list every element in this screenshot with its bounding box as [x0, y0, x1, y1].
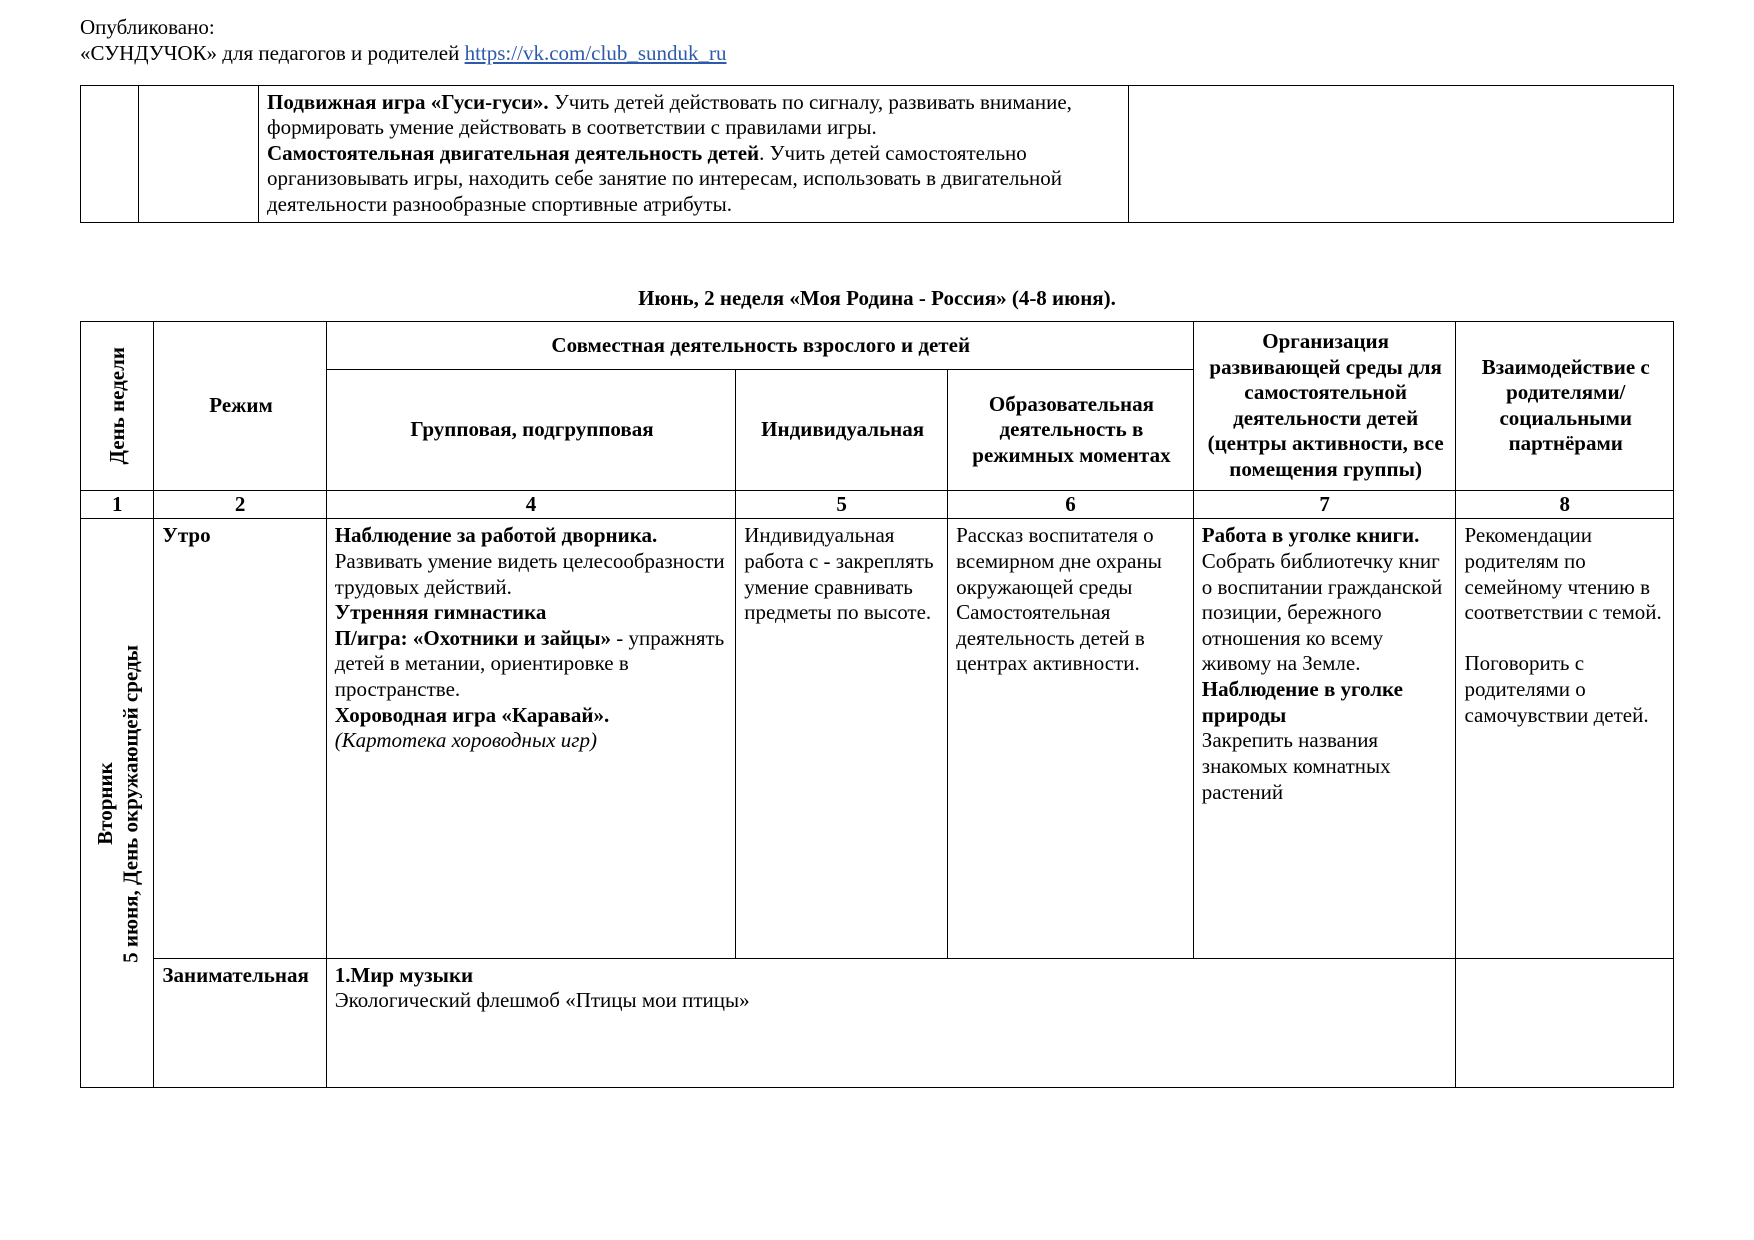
header-parents: Взаимодейств​ие с родителями/ социальным…: [1456, 321, 1674, 490]
header-day: День недели: [81, 321, 154, 490]
morning-group: Наблюдение за работой дворника. Развиват…: [326, 519, 736, 958]
morning-env: Работа в уголке книги.Собрать библиотечк…: [1193, 519, 1456, 958]
section-title: Июнь, 2 неделя «Моя Родина - Россия» (4-…: [80, 285, 1674, 311]
colnum-6: 6: [948, 490, 1194, 519]
publication-header: Опубликовано: «СУНДУЧОК» для педагогов и…: [80, 14, 1674, 67]
day-cell: Вторник5 июня, День окружающей среды: [81, 519, 154, 1088]
top-empty-cell-1: [81, 85, 139, 222]
header-group: Групповая, подгрупповая: [326, 370, 736, 490]
top-empty-cell-2: [139, 85, 259, 222]
colnum-5: 5: [736, 490, 948, 519]
header-edu: Образовательная деятельность в режимных …: [948, 370, 1194, 490]
source-prefix: «СУНДУЧОК» для педагогов и родителей: [80, 41, 465, 65]
source-line: «СУНДУЧОК» для педагогов и родителей htt…: [80, 40, 1674, 66]
morning-edu: Рассказ воспитателя о всемирном дне охра…: [948, 519, 1194, 958]
published-label: Опубликовано:: [80, 14, 1674, 40]
colnum-4: 4: [326, 490, 736, 519]
regime-lesson: Занимательн​ая: [154, 958, 326, 1088]
table-row: Вторник5 июня, День окружающей среды Утр…: [81, 519, 1674, 958]
day-label: Вторник5 июня, День окружающей среды: [93, 645, 144, 963]
top-continuation-table: Подвижная игра «Гуси-гуси». Учить детей …: [80, 85, 1674, 223]
plan-table: День недели Режим Совместная деятельност…: [80, 321, 1674, 1089]
table-row: Занимательн​ая 1.Мир музыкиЭкологический…: [81, 958, 1674, 1088]
document-page: Опубликовано: «СУНДУЧОК» для педагогов и…: [0, 0, 1754, 1240]
top-main-cell: Подвижная игра «Гуси-гуси». Учить детей …: [259, 85, 1129, 222]
colnum-1: 1: [81, 490, 154, 519]
source-link[interactable]: https://vk.com/club_sunduk_ru: [465, 41, 727, 65]
header-environment: Организация развивающей среды для самост…: [1193, 321, 1456, 490]
morning-parents: Рекомендации родителям по семейному чтен…: [1456, 519, 1674, 958]
header-day-text: День недели: [105, 347, 131, 464]
column-number-row: 1 2 4 5 6 7 8: [81, 490, 1674, 519]
header-individual: Индивидуальная: [736, 370, 948, 490]
header-regime: Режим: [154, 321, 326, 490]
lesson-content: 1.Мир музыкиЭкологический флешмоб «Птицы…: [326, 958, 1456, 1088]
colnum-7: 7: [1193, 490, 1456, 519]
header-joint-activity: Совместная деятельность взрослого и дете…: [326, 321, 1193, 370]
top-empty-cell-3: [1129, 85, 1674, 222]
lesson-empty-parents: [1456, 958, 1674, 1088]
morning-individual: Индивидуальная работа с - закреплять уме…: [736, 519, 948, 958]
colnum-2: 2: [154, 490, 326, 519]
regime-morning: Утро: [154, 519, 326, 958]
colnum-8: 8: [1456, 490, 1674, 519]
